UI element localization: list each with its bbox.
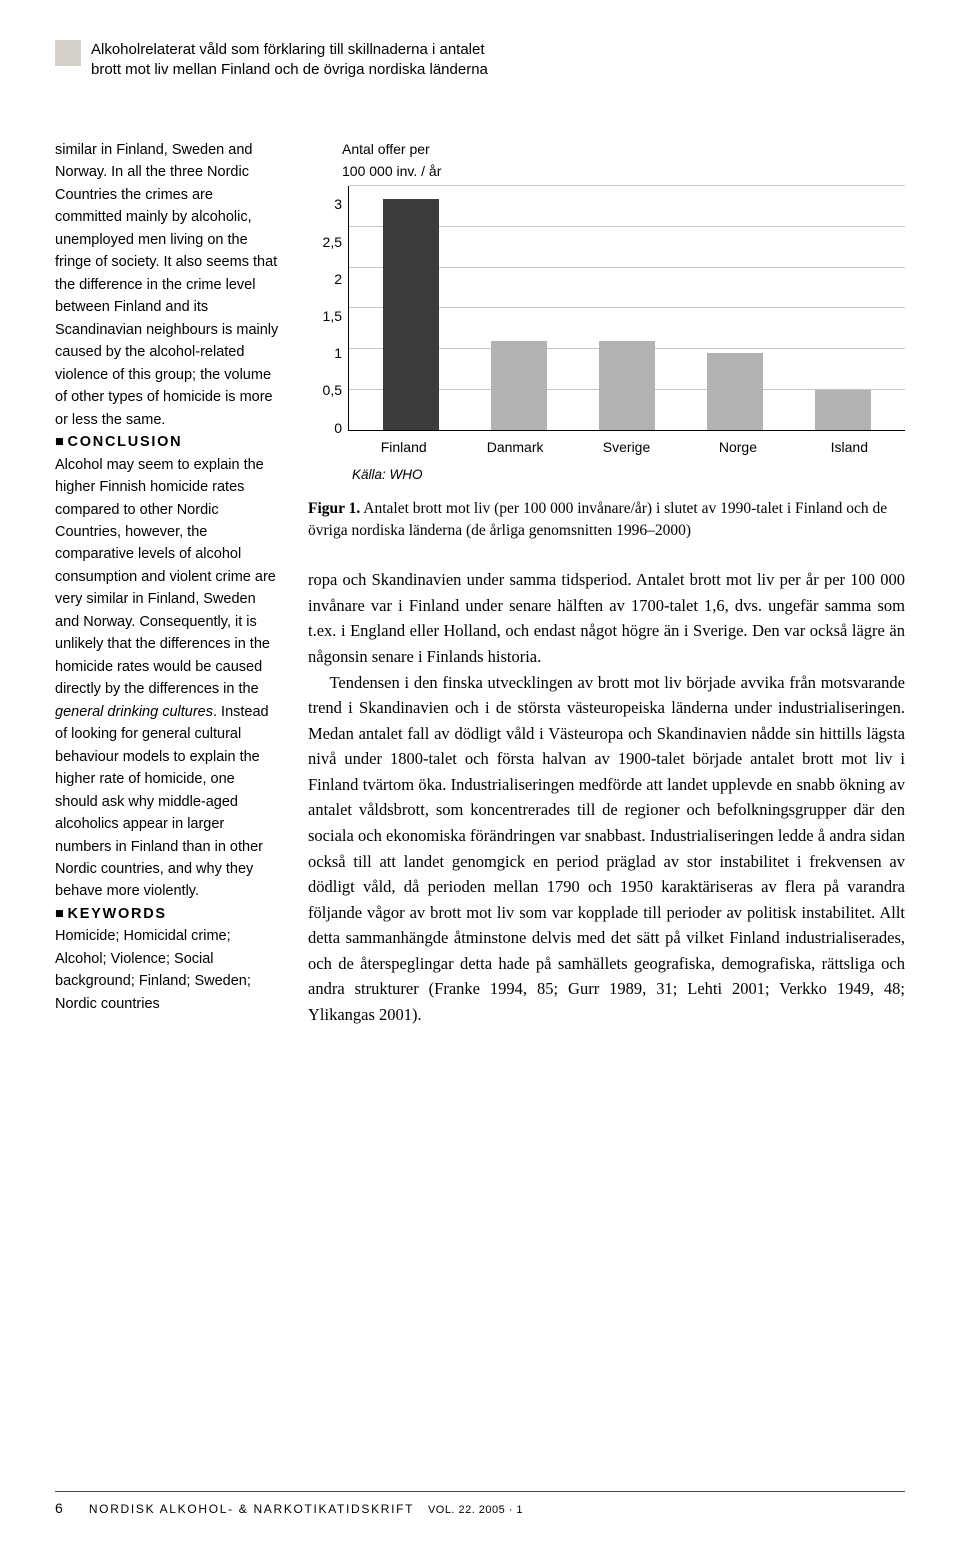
keywords-text: Homicide; Homicidal crime; Alcohol; Viol… (55, 928, 251, 1011)
footer-issue: 1 (516, 1504, 523, 1516)
abstract-para1: similar in Finland, Sweden and Norway. I… (55, 139, 280, 431)
y-tick: 2 (334, 269, 342, 291)
y-tick: 1 (334, 343, 342, 365)
y-tick: 1,5 (323, 306, 342, 328)
y-axis: 32,521,510,50 (318, 186, 348, 431)
y-tick: 0,5 (323, 380, 342, 402)
x-label: Island (794, 437, 905, 459)
page-header: Alkoholrelaterat våld som förklaring til… (55, 40, 905, 79)
y-tick: 3 (334, 194, 342, 216)
plot-area (348, 186, 905, 431)
body-text: ropa och Skandinavien under samma tidspe… (308, 567, 905, 1027)
main-column: Antal offer per 100 000 inv. / år 3 2,5 2 1… (308, 139, 905, 1027)
bar-finland (383, 199, 439, 431)
abstract-keywords: KEYWORDS Homicide; Homicidal crime; Alcoh… (55, 903, 280, 1015)
header-title: Alkoholrelaterat våld som förklaring til… (91, 40, 488, 79)
abstract-conclusion: CONCLUSION Alcohol may seem to explain th… (55, 431, 280, 903)
footer-vol-text: VOL. 22. 2005 (428, 1504, 505, 1516)
conclusion-italic: general drinking cultures (55, 704, 213, 720)
x-label: Sverige (571, 437, 682, 459)
header-marker (55, 40, 81, 66)
ylabel-line1: Antal offer per (342, 141, 430, 157)
header-line2: brott mot liv mellan Finland och de övri… (91, 61, 488, 78)
x-axis: FinlandDanmarkSverigeNorgeIsland (348, 437, 905, 459)
bar-island (815, 390, 871, 431)
chart-source: Källa: WHO (352, 465, 905, 486)
y-tick: 0 (334, 418, 342, 440)
x-label: Danmark (459, 437, 570, 459)
body-p1: ropa och Skandinavien under samma tidspe… (308, 567, 905, 669)
gridline (349, 185, 905, 186)
footer-title: NORDISK ALKOHOL- & NARKOTIKATIDSKRIFT (89, 1502, 414, 1516)
x-label: Finland (348, 437, 459, 459)
figure-caption: Figur 1. Antalet brott mot liv (per 100 … (308, 498, 905, 541)
abstract-column: similar in Finland, Sweden and Norway. I… (55, 139, 280, 1027)
keywords-heading: KEYWORDS (55, 906, 167, 922)
conclusion-heading: CONCLUSION (55, 434, 182, 450)
chart: Antal offer per 100 000 inv. / år 3 2,5 2 1… (318, 139, 905, 486)
x-label: Norge (682, 437, 793, 459)
caption-lead: Figur 1. (308, 500, 360, 517)
bar-danmark (491, 341, 547, 430)
chart-ylabel: Antal offer per 100 000 inv. / år (342, 139, 905, 182)
bar-norge (707, 353, 763, 430)
conclusion-text-a: Alcohol may seem to explain the higher F… (55, 457, 276, 698)
y-tick: 2,5 (323, 232, 342, 254)
caption-text: Antalet brott mot liv (per 100 000 invån… (308, 500, 887, 539)
ylabel-line2: 100 000 inv. / år (342, 163, 441, 179)
body-p2: Tendensen i den finska utvecklingen av b… (308, 670, 905, 1028)
chart-plot: 32,521,510,50 (318, 186, 905, 431)
conclusion-text-b: . Instead of looking for general cultura… (55, 704, 269, 900)
footer-vol: VOL. 22. 2005 · 1 (428, 1504, 523, 1516)
header-line1: Alkoholrelaterat våld som förklaring til… (91, 41, 485, 58)
page-footer: 6 NORDISK ALKOHOL- & NARKOTIKATIDSKRIFT … (55, 1491, 905, 1516)
content: similar in Finland, Sweden and Norway. I… (55, 139, 905, 1027)
footer-page: 6 (55, 1500, 85, 1516)
bar-sverige (599, 341, 655, 430)
